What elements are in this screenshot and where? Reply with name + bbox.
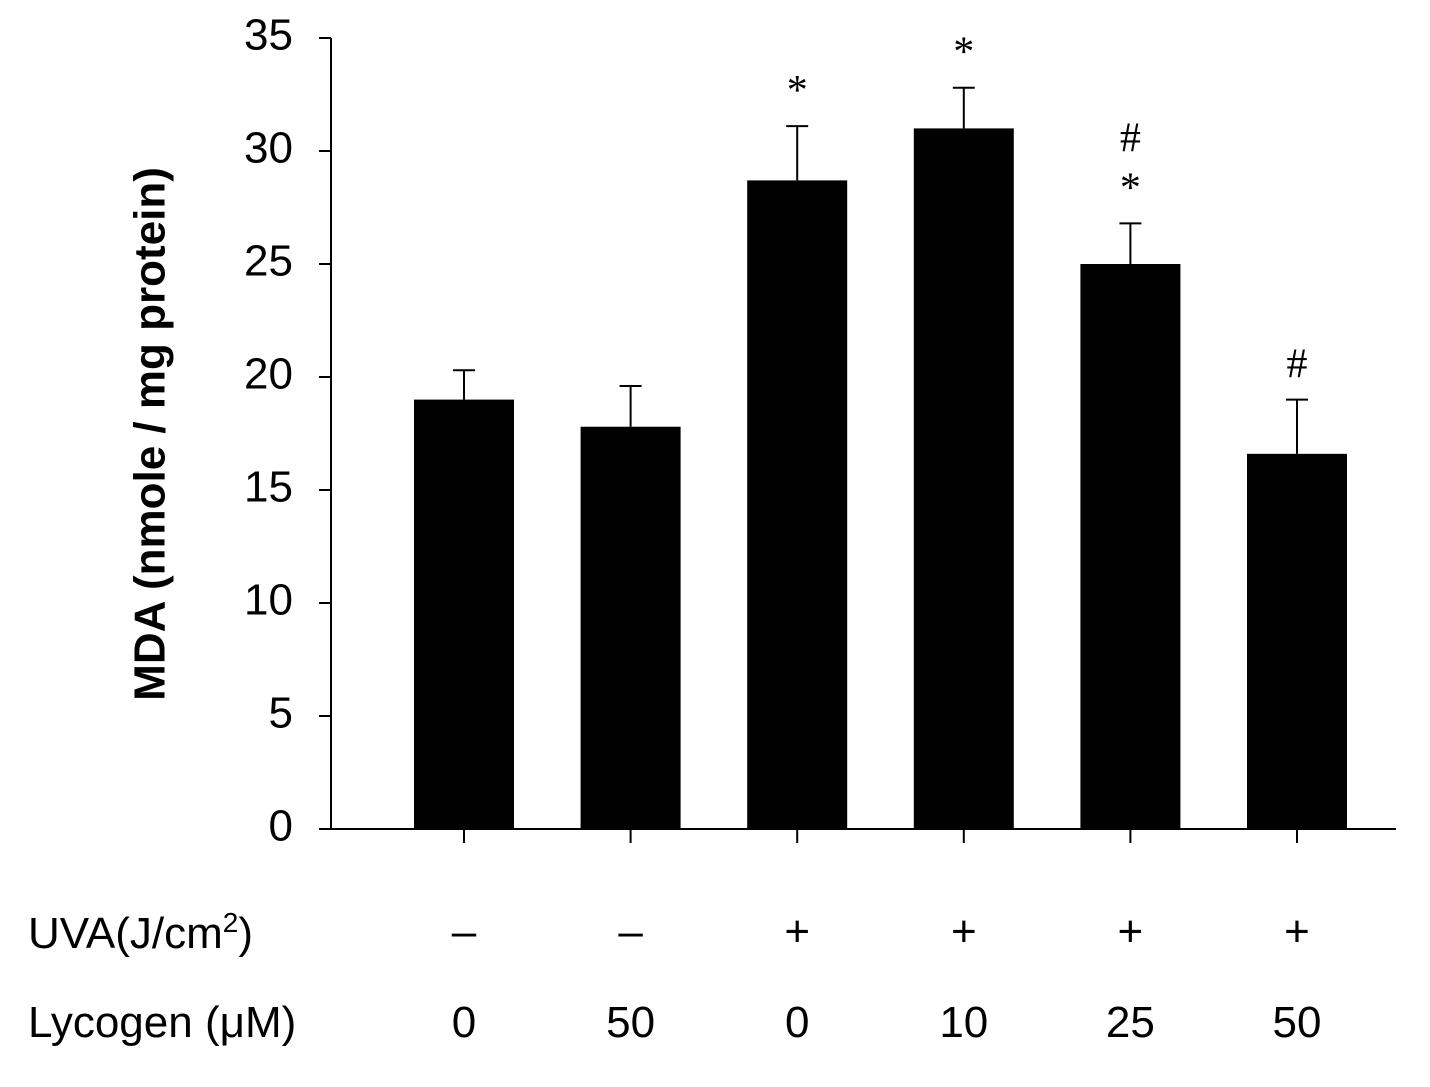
uva-value: + — [1118, 907, 1144, 956]
annotations: ***## — [787, 30, 1308, 388]
lycogen-value: 25 — [1106, 998, 1155, 1047]
y-tick-label: 30 — [244, 124, 293, 173]
bar — [747, 180, 848, 829]
lycogen-value: 0 — [785, 998, 809, 1047]
significance-mark: * — [787, 68, 808, 114]
uva-value: – — [618, 907, 643, 956]
y-tick-label: 5 — [269, 689, 293, 738]
lycogen-value: 0 — [452, 998, 476, 1047]
significance-mark: # — [1287, 342, 1308, 388]
lycogen-value: 50 — [1273, 998, 1322, 1047]
lycogen-value: 10 — [939, 998, 988, 1047]
uva-row-label: UVA(J/cm2) — [28, 907, 253, 958]
lycogen-row-label: Lycogen (μM) — [28, 998, 296, 1047]
uva-value: + — [784, 907, 810, 956]
bar — [1247, 453, 1347, 829]
bar — [414, 399, 514, 829]
uva-label-close: ) — [238, 909, 253, 958]
y-ticks: 0 5 10 15 20 25 30 35 — [244, 11, 331, 851]
lycogen-value: 50 — [606, 998, 655, 1047]
y-tick-label: 15 — [244, 463, 293, 512]
uva-value: + — [1284, 907, 1310, 956]
bar — [580, 426, 681, 829]
significance-mark: * — [953, 30, 974, 76]
uva-label-superscript: 2 — [223, 907, 239, 938]
significance-mark: # — [1120, 115, 1141, 161]
significance-mark: * — [1120, 165, 1141, 211]
y-tick-label: 0 — [269, 802, 293, 851]
y-tick-label: 20 — [244, 350, 293, 399]
uva-values: – – + + + + — [452, 907, 1310, 956]
x-ticks — [463, 829, 1298, 843]
error-bars — [453, 86, 1308, 454]
uva-value: – — [452, 907, 477, 956]
bar — [913, 128, 1014, 829]
bars — [414, 128, 1347, 829]
y-axis-label: MDA (nmole / mg protein) — [126, 167, 175, 701]
y-tick-label: 10 — [244, 576, 293, 625]
lycogen-values: 0 50 0 10 25 50 — [452, 998, 1322, 1047]
uva-label-text: UVA(J/cm — [28, 909, 223, 958]
y-tick-label: 35 — [244, 11, 293, 60]
bar — [1080, 264, 1181, 829]
uva-value: + — [951, 907, 977, 956]
y-tick-label: 25 — [244, 237, 293, 286]
